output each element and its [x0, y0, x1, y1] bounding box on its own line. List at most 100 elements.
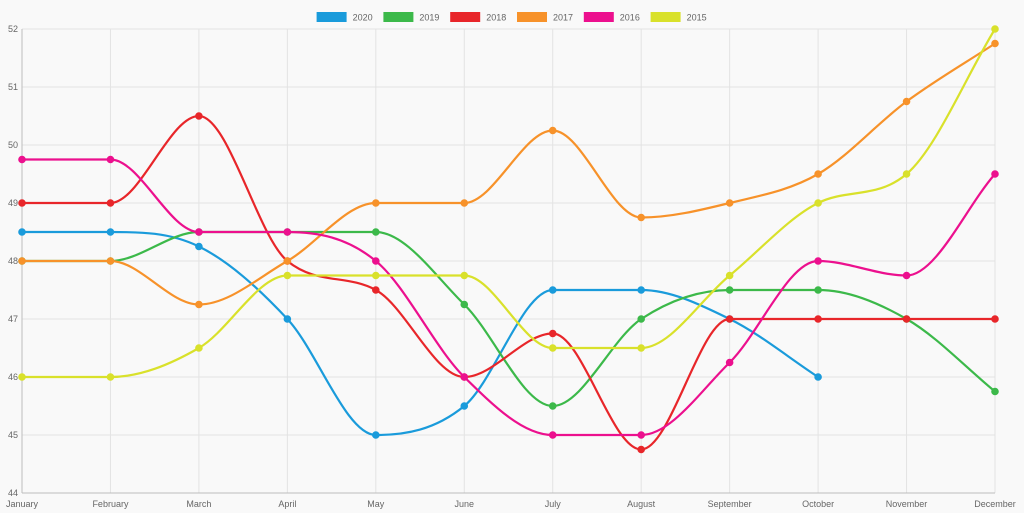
data-point-2017	[195, 300, 203, 309]
legend-label-2015: 2015	[687, 13, 707, 23]
data-point-2019	[991, 387, 999, 396]
y-tick-label: 51	[8, 82, 18, 92]
data-point-2017	[548, 126, 557, 135]
data-point-2020	[195, 242, 203, 251]
x-tick-label: June	[455, 499, 475, 509]
data-point-2017	[637, 213, 645, 222]
data-point-2017	[902, 97, 911, 106]
data-point-2018	[106, 199, 115, 207]
data-point-2020	[106, 228, 115, 236]
data-point-2016	[725, 358, 734, 367]
y-tick-label: 52	[8, 24, 18, 34]
x-tick-label: April	[278, 499, 296, 509]
legend: 2020 2019 2018 2017 2016 2015	[316, 12, 707, 23]
y-tick-label: 49	[8, 198, 18, 208]
data-point-2017	[283, 257, 292, 265]
series-line-2016	[21, 158, 996, 437]
data-point-2016	[991, 170, 999, 178]
data-point-2019	[637, 315, 645, 323]
data-point-2018	[991, 315, 999, 323]
legend-swatch-2019	[383, 12, 414, 22]
data-point-2019	[725, 286, 734, 294]
data-point-2016	[372, 257, 380, 265]
data-point-2020	[372, 431, 380, 439]
data-point-2017	[991, 39, 999, 48]
x-tick-label: November	[886, 499, 928, 509]
data-point-2020	[18, 228, 26, 236]
data-point-2016	[814, 257, 822, 265]
data-point-2015	[195, 344, 203, 352]
legend-swatch-2020	[316, 12, 347, 22]
data-point-2018	[372, 286, 380, 294]
data-point-2016	[106, 155, 115, 164]
data-point-2015	[372, 271, 380, 280]
legend-label-2016: 2016	[620, 13, 640, 23]
data-point-2015	[548, 344, 557, 352]
data-point-2019	[548, 402, 557, 410]
x-tick-label: July	[545, 499, 562, 509]
x-tick-label: May	[367, 499, 385, 509]
data-point-2015	[814, 199, 822, 207]
data-point-2016	[548, 431, 557, 439]
data-point-2015	[902, 170, 911, 178]
data-point-2015	[460, 271, 469, 280]
data-point-2020	[283, 315, 292, 323]
legend-label-2020: 2020	[353, 13, 373, 23]
data-point-2019	[814, 286, 822, 294]
data-point-2016	[195, 228, 203, 236]
legend-label-2017: 2017	[553, 13, 573, 23]
legend-swatch-2017	[517, 12, 547, 22]
legend-swatch-2018	[450, 12, 481, 22]
x-tick-label: February	[92, 499, 129, 509]
series-layer	[18, 25, 999, 454]
x-tick-label: August	[627, 499, 656, 509]
data-point-2020	[637, 286, 645, 294]
legend-label-2019: 2019	[419, 13, 439, 23]
data-point-2016	[637, 431, 645, 439]
x-tick-label: September	[708, 499, 752, 509]
axes: 44 45 46 47 48 49 50 51 52 January February March Ap…	[6, 24, 1016, 509]
data-point-2018	[548, 329, 557, 338]
x-tick-label: January	[6, 499, 39, 509]
legend-swatch-2015	[650, 12, 681, 22]
data-point-2015	[18, 373, 26, 381]
data-point-2017	[725, 199, 734, 207]
legend-label-2018: 2018	[486, 13, 506, 23]
x-tick-label: December	[974, 499, 1016, 509]
y-tick-label: 44	[8, 488, 18, 498]
data-point-2016	[283, 228, 292, 236]
x-tick-label: October	[802, 499, 834, 509]
y-tick-label: 45	[8, 430, 18, 440]
data-point-2020	[460, 402, 469, 410]
data-point-2017	[460, 199, 469, 207]
y-tick-label: 50	[8, 140, 18, 150]
y-tick-label: 47	[8, 314, 18, 324]
data-point-2018	[814, 315, 822, 323]
data-point-2015	[725, 271, 734, 280]
data-point-2020	[548, 286, 557, 294]
data-point-2017	[106, 257, 115, 265]
y-tick-label: 48	[8, 256, 18, 266]
data-point-2016	[18, 155, 26, 164]
data-point-2019	[460, 300, 469, 309]
data-point-2018	[725, 315, 734, 323]
data-point-2015	[637, 344, 645, 352]
data-point-2020	[814, 373, 822, 381]
data-point-2017	[814, 170, 822, 178]
x-tick-label: March	[186, 499, 211, 509]
data-point-2016	[460, 373, 469, 381]
data-point-2016	[902, 271, 911, 280]
data-point-2018	[902, 315, 911, 323]
series-line-2020	[21, 230, 819, 437]
data-point-2017	[18, 257, 26, 265]
data-point-2018	[195, 112, 203, 120]
y-tick-label: 46	[8, 372, 18, 382]
data-point-2018	[18, 199, 26, 207]
data-point-2015	[283, 271, 292, 280]
grid	[21, 28, 996, 494]
legend-swatch-2016	[583, 12, 614, 22]
data-point-2018	[637, 445, 645, 454]
data-point-2017	[372, 199, 380, 207]
